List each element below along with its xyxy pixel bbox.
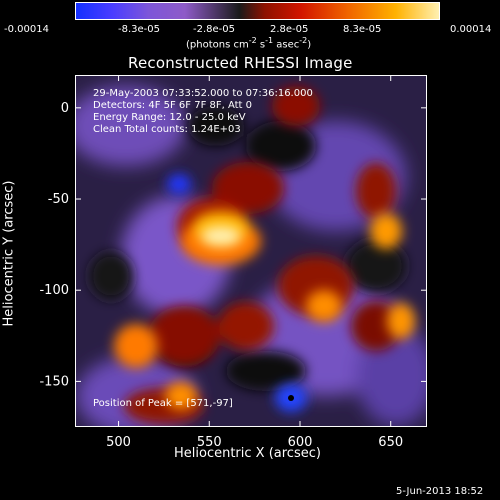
plot-area — [75, 75, 427, 427]
x-axis-label: Heliocentric X (arcsec) — [174, 446, 321, 461]
colorbar-tick-6: 0.00014 — [450, 24, 492, 35]
date-stamp: 5-Jun-2013 18:52 — [396, 486, 484, 497]
colorbar-unit-label: (photons cm-2 s-1 asec-2) — [186, 36, 311, 50]
y-tick-label: 0 — [61, 101, 69, 116]
colorbar-tick-1: -0.00014 — [4, 24, 49, 35]
colorbar-tick-5: 8.3e-05 — [343, 24, 382, 35]
annotation-line-2: Detectors: 4F 5F 6F 7F 8F, Att 0 — [93, 100, 253, 111]
colorbar-unit-part3: asec — [273, 39, 300, 51]
colorbar-unit-exp1: -2 — [248, 36, 257, 45]
colorbar — [75, 2, 440, 20]
annotation-line-4: Clean Total counts: 1.24E+03 — [93, 124, 241, 135]
y-axis-label: Heliocentric Y (arcsec) — [1, 180, 17, 327]
colorbar-gradient — [76, 3, 439, 19]
colorbar-unit-exp2: -1 — [265, 36, 274, 45]
x-tick-label: 500 — [106, 435, 131, 450]
colorbar-unit-part1: (photons cm — [186, 39, 249, 51]
y-tick-label: -50 — [48, 192, 69, 207]
chart-title: Reconstructed RHESSI Image — [128, 54, 353, 72]
heatmap-svg — [76, 76, 426, 426]
colorbar-tick-2: -8.3e-05 — [118, 24, 160, 35]
colorbar-unit-exp3: -2 — [299, 36, 308, 45]
y-axis-tick-labels: 0 -50 -100 -150 — [39, 101, 69, 390]
peak-marker — [288, 395, 294, 401]
y-tick-label: -100 — [39, 283, 69, 298]
peak-position-label: Position of Peak = [571,-97] — [93, 398, 233, 409]
y-tick-label: -150 — [39, 374, 69, 389]
colorbar-unit-part2: s — [256, 39, 266, 51]
blue-cores — [167, 174, 307, 412]
annotation-line-1: 29-May-2003 07:33:52.000 to 07:36:16.000 — [93, 88, 313, 99]
colorbar-tick-3: -2.8e-05 — [193, 24, 235, 35]
peak-highlight — [201, 226, 241, 246]
annotation-line-3: Energy Range: 12.0 - 25.0 keV — [93, 112, 246, 123]
colorbar-unit-part4: ) — [307, 39, 312, 51]
x-tick-label: 650 — [378, 435, 403, 450]
colorbar-tick-4: 2.8e-05 — [270, 24, 309, 35]
